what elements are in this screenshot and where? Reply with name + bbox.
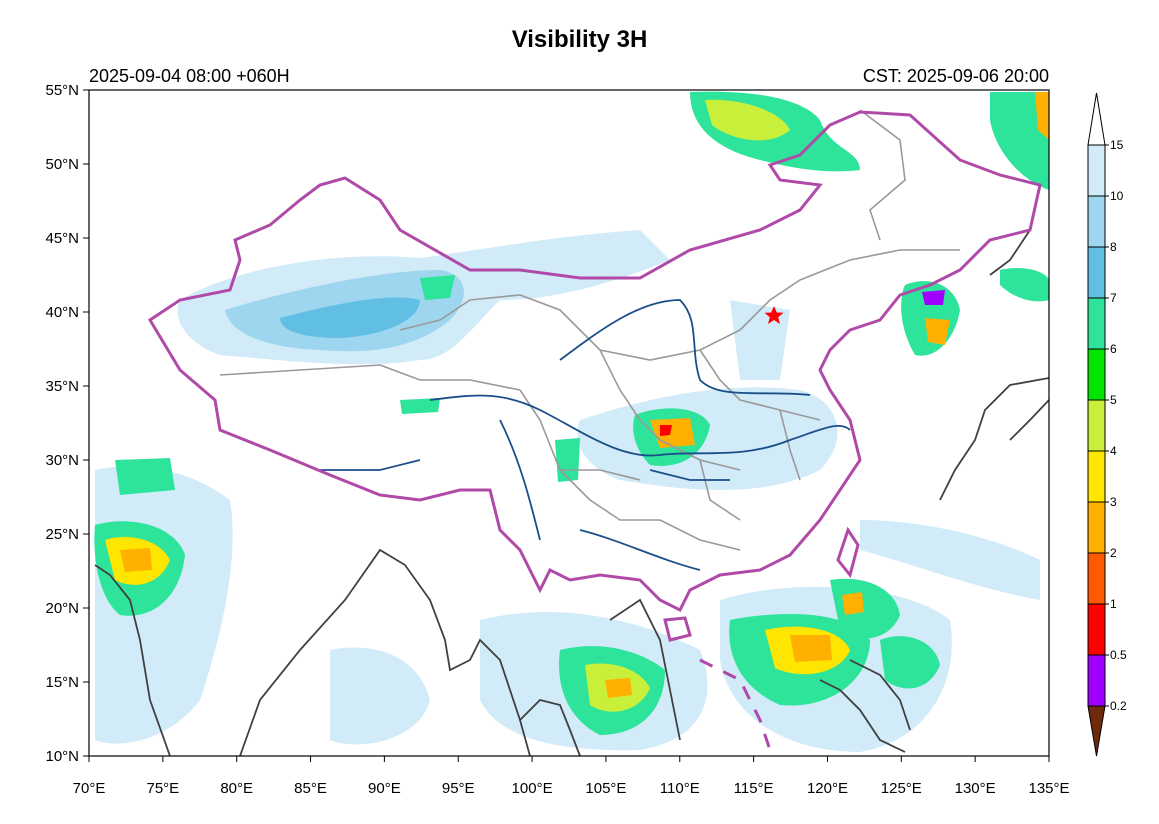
lon-tick-label: 130°E bbox=[955, 780, 996, 797]
colorbar-level-label: 10 bbox=[1110, 189, 1124, 203]
visibility-field-orange bbox=[1035, 92, 1049, 140]
visibility-field-orange bbox=[120, 548, 152, 572]
china-border bbox=[147, 110, 1042, 613]
colorbar-segment bbox=[1087, 654, 1106, 707]
lat-tick-label: 35°N bbox=[45, 378, 79, 395]
visibility-field-green bbox=[880, 636, 940, 689]
colorbar-segment bbox=[1087, 348, 1106, 401]
visibility-field-orange bbox=[842, 592, 864, 615]
colorbar: 15 10 8 7 6 5 4 3 2 1 0.5 0.2 bbox=[1087, 92, 1127, 757]
lat-tick-label: 20°N bbox=[45, 600, 79, 617]
beijing-star-marker bbox=[764, 306, 784, 324]
colorbar-top-triangle bbox=[1087, 92, 1106, 146]
lat-tick-label: 15°N bbox=[45, 674, 79, 691]
visibility-field-light-blue bbox=[860, 520, 1040, 600]
country-borders bbox=[94, 184, 1049, 756]
colorbar-level-label: 0.5 bbox=[1110, 648, 1127, 662]
visibility-field-blue bbox=[280, 297, 420, 338]
lon-tick-label: 75°E bbox=[146, 780, 179, 797]
lat-tick-label: 50°N bbox=[45, 156, 79, 173]
colorbar-level-label: 0.2 bbox=[1110, 699, 1127, 713]
visibility-field-red bbox=[660, 425, 672, 436]
latitude-axis: 55°N 50°N 45°N 40°N 35°N 30°N 25°N 20°N 15°N 10°N bbox=[45, 82, 89, 765]
visibility-field-purple bbox=[922, 290, 945, 305]
colorbar-level-label: 3 bbox=[1110, 495, 1117, 509]
lat-tick-label: 45°N bbox=[45, 230, 79, 247]
colorbar-segment bbox=[1087, 552, 1106, 605]
lat-tick-label: 10°N bbox=[45, 748, 79, 765]
colorbar-segment bbox=[1087, 297, 1106, 350]
lon-tick-label: 120°E bbox=[807, 780, 848, 797]
visibility-field-orange bbox=[925, 318, 950, 345]
map-plot-area bbox=[88, 89, 1050, 757]
lon-tick-label: 95°E bbox=[442, 780, 475, 797]
visibility-field-green bbox=[830, 578, 900, 639]
lon-tick-label: 100°E bbox=[512, 780, 553, 797]
lat-tick-label: 30°N bbox=[45, 452, 79, 469]
colorbar-segment bbox=[1087, 246, 1106, 299]
lon-tick-label: 70°E bbox=[73, 780, 106, 797]
colorbar-segment bbox=[1087, 399, 1106, 452]
colorbar-level-label: 2 bbox=[1110, 546, 1117, 560]
colorbar-level-label: 6 bbox=[1110, 342, 1117, 356]
colorbar-segment bbox=[1087, 603, 1106, 656]
visibility-field-orange bbox=[790, 635, 832, 662]
map-frame bbox=[88, 89, 1050, 757]
visibility-field-green bbox=[420, 275, 455, 300]
colorbar-segment bbox=[1087, 450, 1106, 503]
lon-tick-label: 80°E bbox=[220, 780, 253, 797]
colorbar-level-label: 7 bbox=[1110, 291, 1117, 305]
map-title: Visibility 3H bbox=[511, 26, 648, 53]
lon-tick-label: 90°E bbox=[368, 780, 401, 797]
colorbar-level-label: 4 bbox=[1110, 444, 1117, 458]
lon-tick-label: 125°E bbox=[881, 780, 922, 797]
colorbar-level-label: 1 bbox=[1110, 597, 1117, 611]
lon-tick-label: 110°E bbox=[660, 780, 700, 797]
visibility-field-light-blue bbox=[330, 647, 430, 745]
rivers bbox=[320, 299, 851, 571]
visibility-field-green bbox=[990, 92, 1049, 190]
south-china-sea-dash bbox=[699, 658, 772, 751]
lon-tick-label: 115°E bbox=[734, 780, 774, 797]
lon-tick-label: 105°E bbox=[585, 780, 626, 797]
visibility-field-orange bbox=[605, 678, 632, 698]
colorbar-bottom-triangle bbox=[1087, 705, 1106, 757]
visibility-field-green bbox=[400, 398, 440, 414]
hainan-outline bbox=[663, 616, 692, 642]
visibility-field-green bbox=[115, 458, 175, 495]
longitude-axis: 70°E 75°E 80°E 85°E 90°E 95°E 100°E 105°E 110°E 1… bbox=[73, 756, 1070, 797]
visibility-field-light-blue bbox=[730, 300, 790, 380]
lon-tick-label: 135°E bbox=[1028, 780, 1069, 797]
colorbar-segment bbox=[1087, 195, 1106, 248]
colorbar-level-label: 5 bbox=[1110, 393, 1117, 407]
colorbar-segment bbox=[1087, 144, 1106, 197]
lon-tick-label: 85°E bbox=[294, 780, 327, 797]
colorbar-level-label: 8 bbox=[1110, 240, 1117, 254]
taiwan-outline bbox=[836, 526, 860, 579]
visibility-field-green bbox=[555, 438, 580, 482]
colorbar-level-label: 15 bbox=[1110, 138, 1124, 152]
visibility-field-yellowgreen bbox=[705, 99, 790, 141]
visibility-field-green bbox=[1000, 268, 1049, 302]
province-borders bbox=[219, 109, 960, 551]
lat-tick-label: 25°N bbox=[45, 526, 79, 543]
init-time-label: 2025-09-04 08:00 +060H bbox=[89, 66, 290, 86]
lat-tick-label: 40°N bbox=[45, 304, 79, 321]
lat-tick-label: 55°N bbox=[45, 82, 79, 99]
colorbar-segment bbox=[1087, 501, 1106, 554]
valid-time-label: CST: 2025-09-06 20:00 bbox=[862, 66, 1049, 86]
